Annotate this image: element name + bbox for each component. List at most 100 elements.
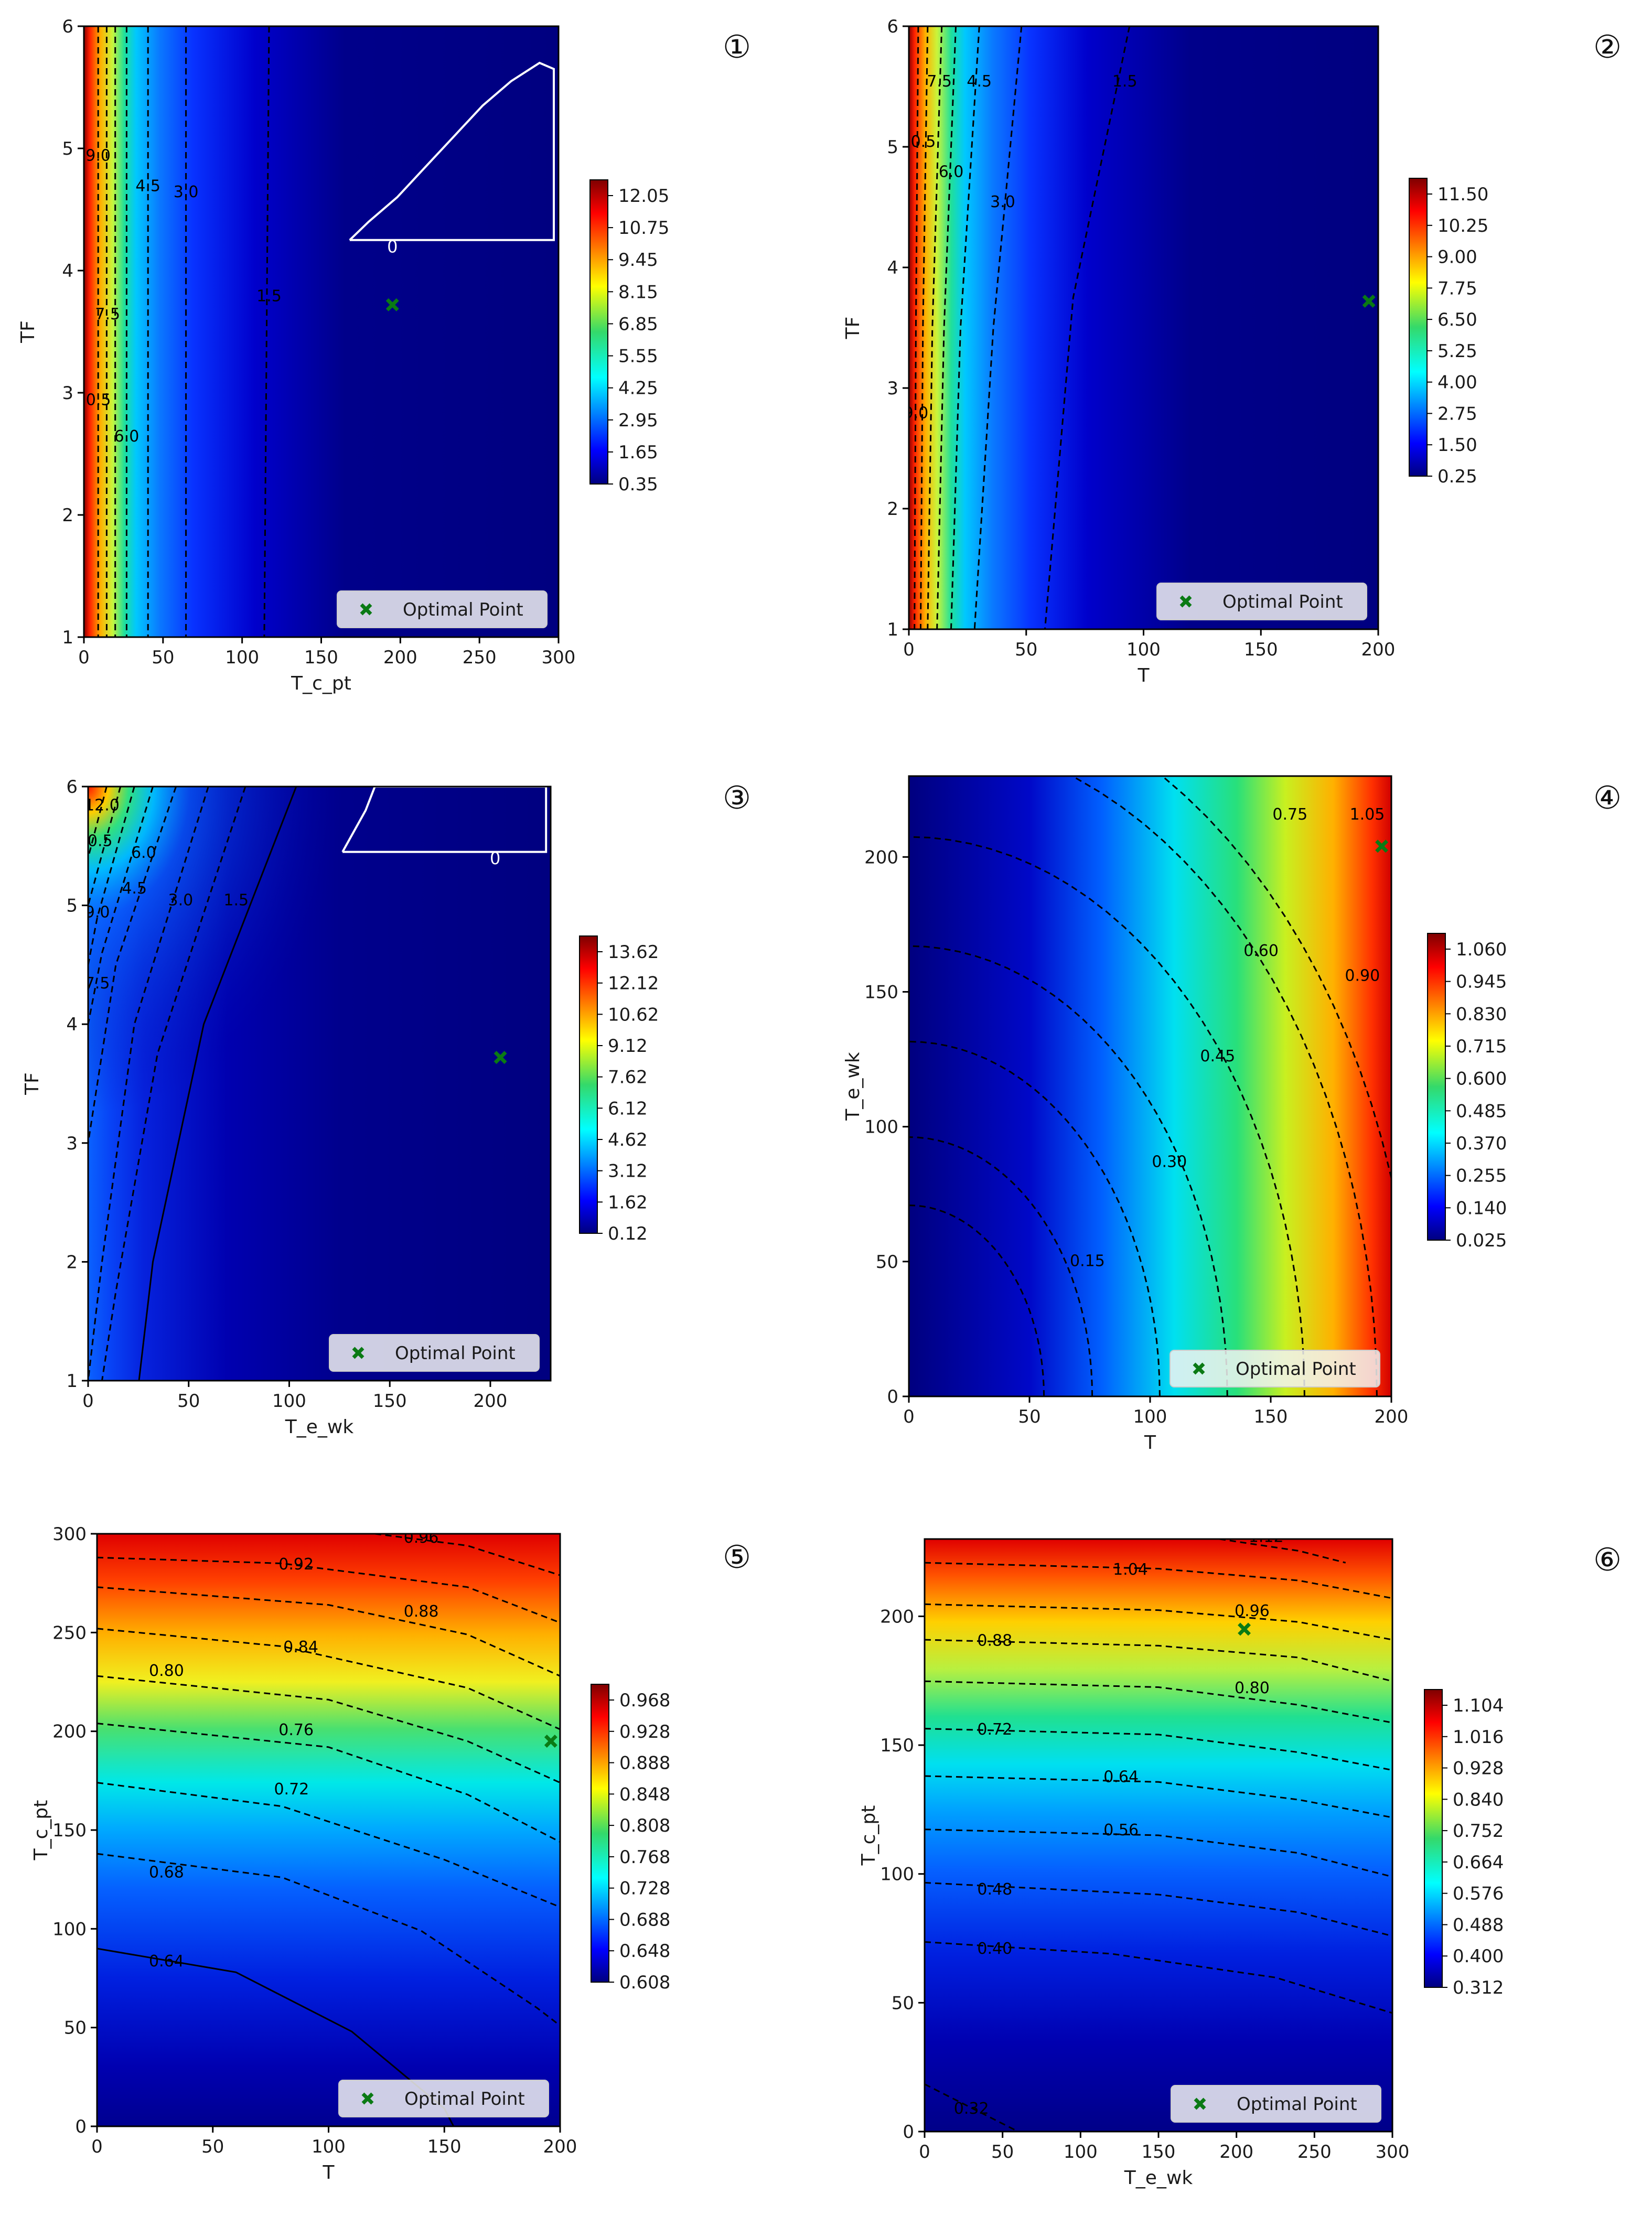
y-axis-label: TF	[842, 317, 864, 340]
contour-label: 7.5	[927, 72, 952, 91]
y-axis-label: TF	[22, 1072, 43, 1095]
colorbar-tick-label: 0.025	[1456, 1230, 1507, 1251]
y-tick-label: 0	[75, 2116, 87, 2137]
contour-line	[936, 26, 957, 629]
legend-label: Optimal Point	[403, 599, 523, 620]
contour-label: 4.5	[135, 177, 160, 196]
contour-label: 0.45	[1200, 1047, 1235, 1066]
contour-label: 0.72	[274, 1780, 309, 1799]
colorbar	[1409, 178, 1428, 477]
legend-box	[1170, 1350, 1380, 1387]
y-tick-label: 100	[864, 1117, 898, 1138]
colorbar-tick-label: 8.15	[618, 282, 658, 303]
colorbar-tick-label: 10.25	[1438, 216, 1488, 236]
contour-label: 0.72	[977, 1720, 1012, 1739]
contour-label: 0.30	[1152, 1153, 1187, 1171]
legend: Optimal Point	[1171, 2085, 1381, 2123]
heatmap-field	[909, 776, 1391, 1396]
legend-label: Optimal Point	[395, 1343, 516, 1364]
colorbar-tick-label: 5.55	[618, 346, 658, 367]
y-axis-label: TF	[17, 320, 39, 343]
x-tick-label: 250	[1297, 2142, 1332, 2163]
contour-group: 1.05 0.90 0.75 0.60 0.45 0.30 0.15	[909, 776, 1391, 1396]
contour-label: 6.0	[114, 427, 140, 446]
contour-line	[88, 787, 154, 1025]
legend-marker-icon	[1194, 2097, 1206, 2110]
colorbar-tick-label: 0.485	[1456, 1101, 1507, 1122]
contour-label: 7.5	[85, 974, 110, 993]
contour-line	[101, 787, 246, 1381]
legend: Optimal Point	[338, 2080, 549, 2117]
contour-label: 9.0	[85, 146, 111, 165]
colorbar-tick-label: 1.016	[1453, 1727, 1504, 1748]
contour-line	[88, 787, 209, 1381]
colorbar-tick-label: 0.35	[618, 474, 658, 495]
panel-number: ④	[1593, 780, 1622, 816]
contour-line	[909, 1136, 1093, 1396]
panel-2: 10.59.07.56.04.53.01.50 50 100 150 200123456…	[842, 16, 1622, 686]
contour-label: 9.0	[85, 903, 110, 921]
colorbar-tick-label: 4.25	[618, 378, 658, 399]
colorbar-tick-label: 0.715	[1456, 1036, 1507, 1057]
y-tick-label: 4	[887, 257, 898, 278]
x-tick-label: 150	[373, 1391, 407, 1412]
optimal-point-marker	[1238, 1622, 1251, 1636]
legend-label: Optimal Point	[404, 2089, 525, 2110]
colorbar-tick-label: 5.25	[1438, 341, 1477, 362]
y-tick-label: 150	[52, 1820, 87, 1841]
colorbar-tick-label: 0.648	[619, 1941, 670, 1962]
y-tick-label: 2	[887, 499, 898, 520]
colorbar	[589, 179, 608, 485]
y-tick-label: 200	[52, 1722, 87, 1742]
panel-5: 0.96 0.92 0.88 0.84 0.80 0.76 0.72 0.68 0.64 0 50 1…	[30, 1524, 751, 2183]
colorbar-tick-label: 9.45	[618, 250, 658, 271]
y-tick-label: 3	[62, 383, 73, 404]
y-tick-label: 50	[64, 2018, 87, 2039]
y-tick-label: 4	[62, 261, 73, 282]
contour-line	[973, 26, 1023, 629]
colorbar-tick-label: 12.12	[608, 973, 659, 994]
contour-label: 6.0	[939, 163, 964, 181]
colorbar-tick-label: 1.060	[1456, 939, 1507, 960]
y-tick-label: 2	[62, 505, 73, 526]
contour-line	[1070, 776, 1378, 1396]
x-tick-label: 100	[225, 647, 259, 668]
contour-label: 10.5	[901, 133, 936, 151]
legend-box	[1156, 583, 1367, 620]
colorbar-tick-label: 0.928	[1453, 1758, 1504, 1779]
x-axis-label: T	[1144, 1432, 1156, 1454]
x-tick-label: 150	[1254, 1406, 1288, 1427]
contour-label: 0.84	[283, 1638, 318, 1656]
contour-label: 0.80	[1235, 1679, 1270, 1697]
y-tick-label: 1	[62, 627, 73, 648]
y-tick-label: 50	[892, 1993, 914, 2014]
legend-box	[338, 2080, 549, 2117]
x-tick-label: 200	[383, 647, 417, 668]
contour-line	[925, 1728, 1392, 1771]
colorbar-tick-label: 0.600	[1456, 1069, 1507, 1090]
colorbar-tick-label: 6.50	[1438, 309, 1477, 330]
x-tick-label: 300	[542, 647, 576, 668]
legend-box	[337, 590, 548, 628]
contour-line	[97, 1556, 560, 1623]
y-tick-label: 4	[66, 1014, 78, 1035]
x-tick-label: 50	[177, 1391, 200, 1412]
y-tick-label: 2	[66, 1252, 78, 1273]
contour-label: 9.0	[904, 404, 929, 423]
y-tick-label: 0	[887, 1386, 898, 1407]
colorbar-tick-label: 0.928	[619, 1722, 670, 1742]
contour-line	[97, 1782, 560, 1908]
colorbar	[591, 1684, 609, 1983]
contour-line	[925, 1828, 1392, 1878]
colorbar-tick-label: 1.50	[1438, 435, 1477, 456]
x-tick-label: 150	[1244, 639, 1278, 660]
colorbar-tick-label: 0.945	[1456, 972, 1507, 993]
contour-line	[909, 1040, 1161, 1396]
y-tick-label: 5	[887, 137, 898, 158]
contour-label: 1.5	[223, 891, 249, 910]
colorbar-tick-label: 0.808	[619, 1815, 670, 1836]
legend-marker-icon	[1179, 595, 1192, 608]
colorbar-tick-label: 0.728	[619, 1878, 670, 1899]
panel-number: ⑤	[723, 1539, 751, 1576]
panel-number: ⑥	[1593, 1542, 1622, 1578]
